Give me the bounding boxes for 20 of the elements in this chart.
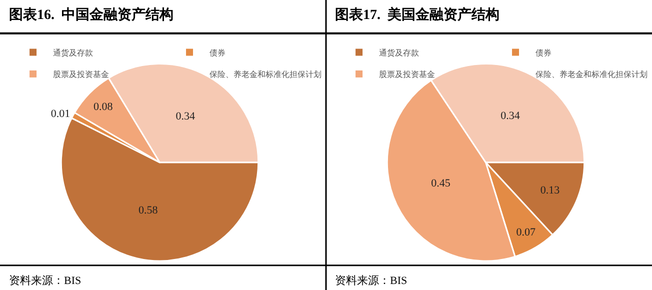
data-label: 0.34 — [500, 110, 520, 122]
chart-title: 图表16. 中国金融资产结构 — [9, 6, 174, 23]
data-label: 0.08 — [93, 100, 114, 113]
slice-label: 保险、养老金和标准化担保计划 — [210, 70, 322, 80]
data-label: 0.34 — [176, 110, 196, 122]
text: 资料来源：BIS — [335, 274, 408, 287]
data-label: 0.01 — [50, 108, 70, 120]
legend-label: 债券 — [210, 48, 226, 58]
legend-label: 债券 — [536, 48, 552, 58]
legend-label: 股票及投资基金 — [53, 70, 110, 80]
data-label: 0.45 — [431, 178, 451, 190]
data-label: 0.07 — [516, 226, 536, 238]
legend-label: 通货及存款 — [53, 48, 94, 58]
chart-title: 图表17. 美国金融资产结构 — [335, 6, 500, 23]
data-label: 0.58 — [138, 204, 158, 216]
legend-label: 通货及存款 — [379, 48, 420, 58]
slice-label: 保险、养老金和标准化担保计划 — [536, 70, 648, 80]
legend-label: 股票及投资基金 — [379, 70, 436, 80]
data-label: 0.13 — [540, 184, 560, 197]
text: 资料来源：BIS — [9, 274, 82, 287]
